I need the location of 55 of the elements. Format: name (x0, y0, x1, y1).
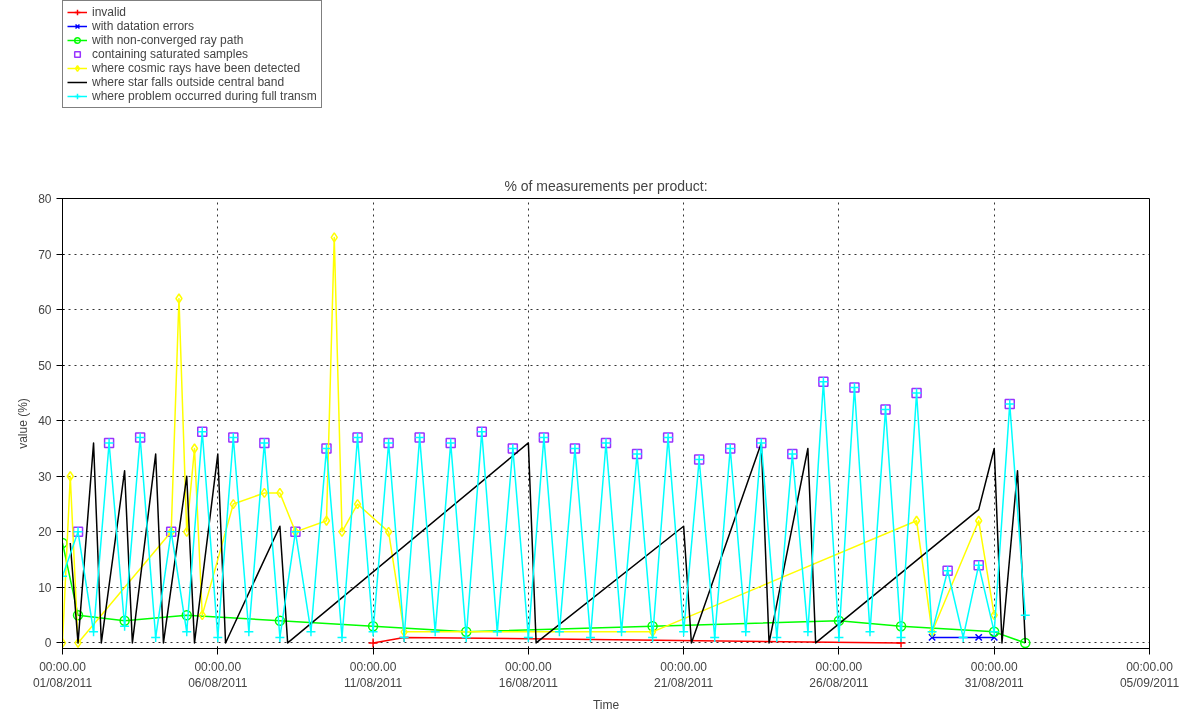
y-tick-label: 40 (38, 414, 52, 429)
point (66, 471, 75, 482)
legend-label: invalid (92, 5, 127, 19)
legend-label: where cosmic rays have been detected (92, 61, 301, 75)
x-tick-label: 00:00.00 06/08/2011 (188, 659, 248, 691)
point (322, 515, 331, 526)
legend-label: with datation errors (92, 19, 195, 33)
y-tick-label: 30 (38, 469, 52, 484)
y-tick-label: 70 (38, 247, 52, 262)
x-tick-label: 00:00.00 05/09/2011 (1119, 659, 1180, 691)
point (367, 621, 379, 632)
point (260, 487, 269, 499)
x-tick-label: 00:00.00 01/08/2011 (32, 659, 93, 691)
point (367, 637, 379, 649)
legend-label: where star falls outside central band (92, 75, 285, 89)
point (175, 293, 183, 304)
point (990, 633, 999, 642)
legend-label: with non-converged ray path (92, 33, 244, 47)
point (198, 609, 207, 621)
point (330, 232, 338, 243)
point (229, 498, 238, 510)
point (181, 609, 192, 621)
legend-label: containing saturated samples (92, 47, 249, 61)
x-tick-label: 00:00.00 11/08/2011 (343, 659, 403, 691)
y-tick-label: 80 (38, 192, 52, 206)
x-tick-label: 00:00.00 21/08/2011 (654, 659, 714, 691)
y-tick-label: 20 (38, 525, 52, 540)
point (384, 526, 393, 538)
point (895, 621, 907, 632)
point (274, 615, 286, 626)
x-tick-label: 00:00.00 26/08/2011 (809, 659, 869, 691)
point (648, 626, 657, 638)
point (190, 443, 199, 454)
point (72, 609, 84, 621)
legend-label: where problem occurred during full transm (92, 89, 317, 103)
point (974, 515, 983, 526)
point (119, 615, 130, 626)
point (974, 633, 983, 642)
point (928, 633, 937, 642)
point (912, 515, 921, 526)
y-tick-label: 10 (38, 580, 52, 595)
point (833, 615, 845, 626)
point (647, 621, 658, 632)
point (1020, 637, 1031, 649)
y-axis-title: value (%) (16, 398, 31, 449)
chart-title: % of measurements per product: (504, 177, 708, 194)
point (353, 498, 362, 510)
point (460, 626, 472, 638)
point (182, 526, 191, 538)
y-tick-label: 0 (44, 636, 52, 651)
x-tick-label: 00:00.00 16/08/2011 (498, 659, 559, 691)
y-tick-label: 50 (38, 358, 52, 373)
x-axis-title: Time (592, 698, 620, 713)
x-tick-label: 00:00.00 31/08/2011 (964, 659, 1025, 691)
y-tick-label: 60 (38, 303, 52, 318)
